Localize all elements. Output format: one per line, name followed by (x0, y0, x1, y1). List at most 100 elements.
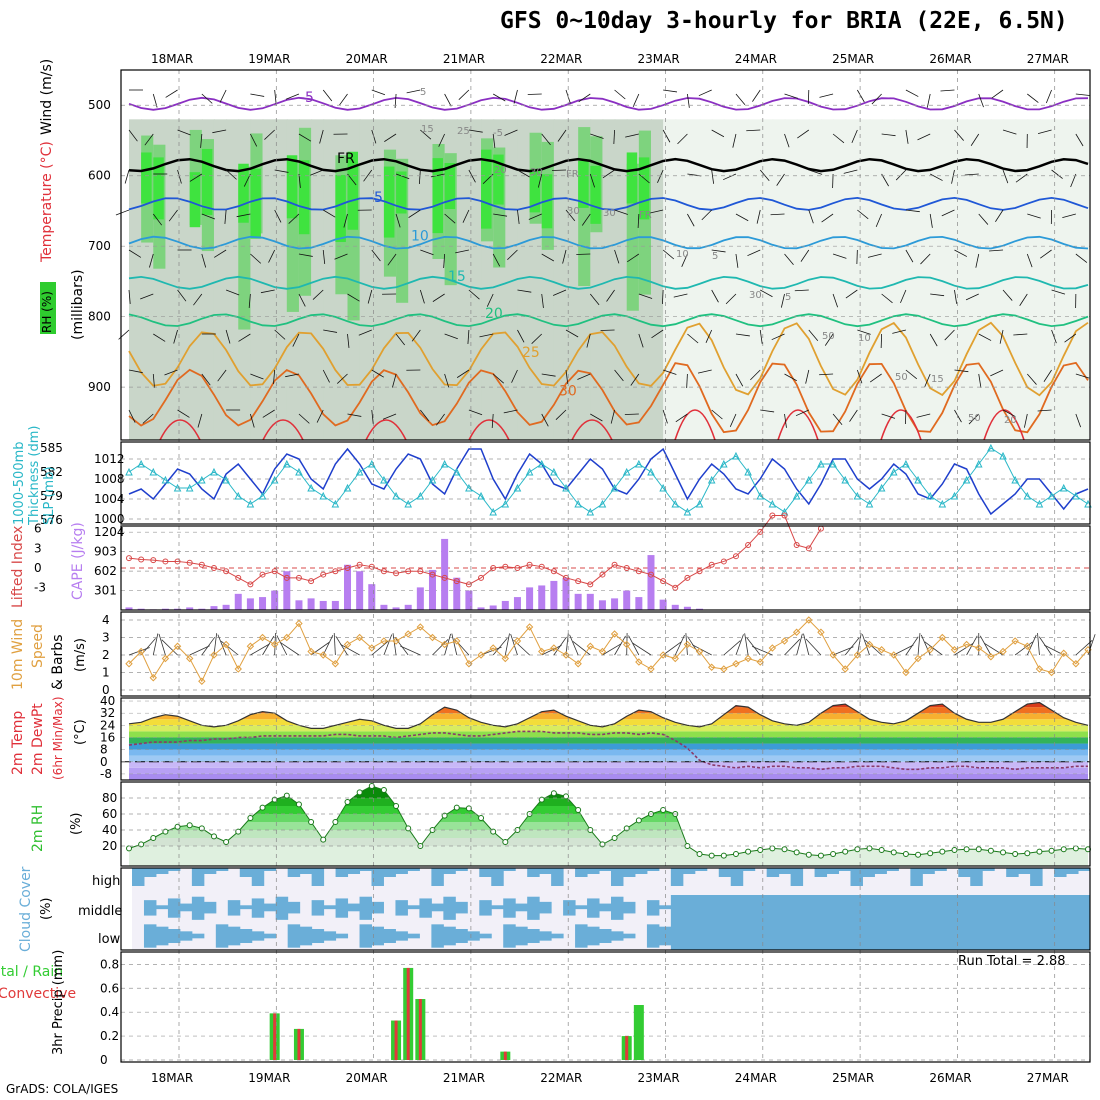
wind-speed-point (307, 647, 315, 656)
cape-bar (198, 608, 206, 610)
wind-barb (851, 129, 858, 144)
wind-barb (310, 169, 324, 176)
thickness-point (125, 467, 133, 476)
cloud-middle (251, 898, 265, 918)
wind-barb-10m (565, 633, 569, 656)
wind-barb (800, 249, 810, 262)
cloud-high (155, 868, 169, 874)
rh-point (902, 851, 909, 857)
isotherm-line-hot (365, 419, 407, 441)
wind-speed-point (1060, 649, 1068, 657)
wind-barb (392, 373, 397, 388)
wind-barb (900, 289, 907, 304)
wind-barb-10m (510, 633, 518, 656)
wind-barb (1064, 333, 1077, 343)
wind-barb-10m (152, 633, 159, 656)
rh-point (320, 836, 327, 843)
cape-bar (477, 607, 485, 610)
wind-barb-10m (692, 644, 712, 656)
wind-barb (990, 369, 1004, 377)
wind-barb-10m (158, 633, 166, 656)
wind-barb (334, 253, 348, 260)
wind-speed-point (1035, 665, 1044, 673)
cloud-low (515, 926, 528, 946)
wind-speed-point (695, 647, 704, 656)
wind-barb (735, 333, 750, 337)
y-tick-li: 3 (34, 541, 42, 555)
wind-barb (606, 289, 615, 302)
li-point (745, 542, 752, 549)
rh-point (1048, 847, 1055, 854)
isotherm-line (128, 275, 1089, 290)
wind-barb (675, 413, 688, 423)
rh-shade (262, 119, 276, 440)
y-tick-precip: 0.6 (100, 981, 119, 995)
cloud-low (958, 922, 971, 950)
cape-bar (234, 593, 242, 610)
wind-barb (288, 213, 300, 224)
cloud-middle (203, 901, 217, 914)
wind-barb-10m (333, 633, 336, 656)
cloud-low (982, 922, 995, 950)
thickness-point (185, 483, 194, 492)
cape-bar (356, 571, 364, 610)
thickness-point (440, 459, 449, 468)
temp-band (129, 719, 1088, 726)
thickness-point (999, 451, 1007, 460)
cloud-middle (239, 905, 253, 910)
rh-shade-saturated (347, 151, 359, 230)
wind-barb (468, 289, 480, 300)
cloud-low (622, 933, 636, 939)
wind-barb-10m (276, 635, 288, 656)
wind-barb (578, 93, 591, 103)
cape-bar (562, 577, 570, 610)
wind-barb (662, 129, 671, 143)
wind-barb (565, 369, 569, 384)
cloud-low (299, 926, 313, 946)
li-point (502, 563, 509, 570)
wind-barb (759, 329, 763, 344)
thickness-point (707, 475, 716, 484)
wind-barb (867, 253, 882, 258)
cloud-middle (491, 905, 504, 910)
wind-barb (214, 249, 227, 258)
wind-barb-10m (280, 642, 300, 656)
wind-speed-point (513, 637, 522, 645)
rh-shade (359, 119, 373, 440)
wind-barb-10m (832, 646, 854, 656)
li-point (769, 512, 776, 519)
wind-barb (408, 209, 421, 218)
cloud-low (886, 922, 899, 950)
wind-barb (128, 289, 131, 304)
cape-bar (331, 600, 339, 610)
li-point (793, 542, 800, 549)
rh-point (502, 839, 509, 845)
rh-point (150, 835, 157, 841)
wind-barb (954, 249, 968, 257)
cloud-low (287, 924, 301, 948)
wind-barb (419, 289, 425, 304)
wind-barb (128, 369, 143, 374)
wind-barb (577, 373, 591, 380)
wind-barb (630, 373, 640, 386)
thickness-point (671, 499, 680, 508)
rh-shade-saturated (141, 152, 152, 204)
wind-barb (926, 93, 931, 108)
contour-label: 20 (1004, 415, 1017, 426)
precip-convective-bar (503, 1051, 507, 1060)
cloud-low (790, 922, 804, 950)
cloud-low (599, 929, 612, 943)
cloud-low (898, 922, 911, 950)
wind-barb (541, 133, 551, 146)
wind-barb (486, 293, 494, 307)
cloud-high (287, 868, 301, 877)
cloud-low (335, 933, 349, 939)
wind-barb (201, 253, 207, 268)
wind-barb-10m (723, 640, 741, 656)
y-tick-slp: 1012 (94, 452, 125, 466)
wind-barb (1037, 409, 1052, 412)
cloud-high (167, 868, 181, 871)
wind-barb (268, 249, 276, 263)
cloud-high (1030, 868, 1043, 886)
cloud-high (347, 868, 361, 874)
